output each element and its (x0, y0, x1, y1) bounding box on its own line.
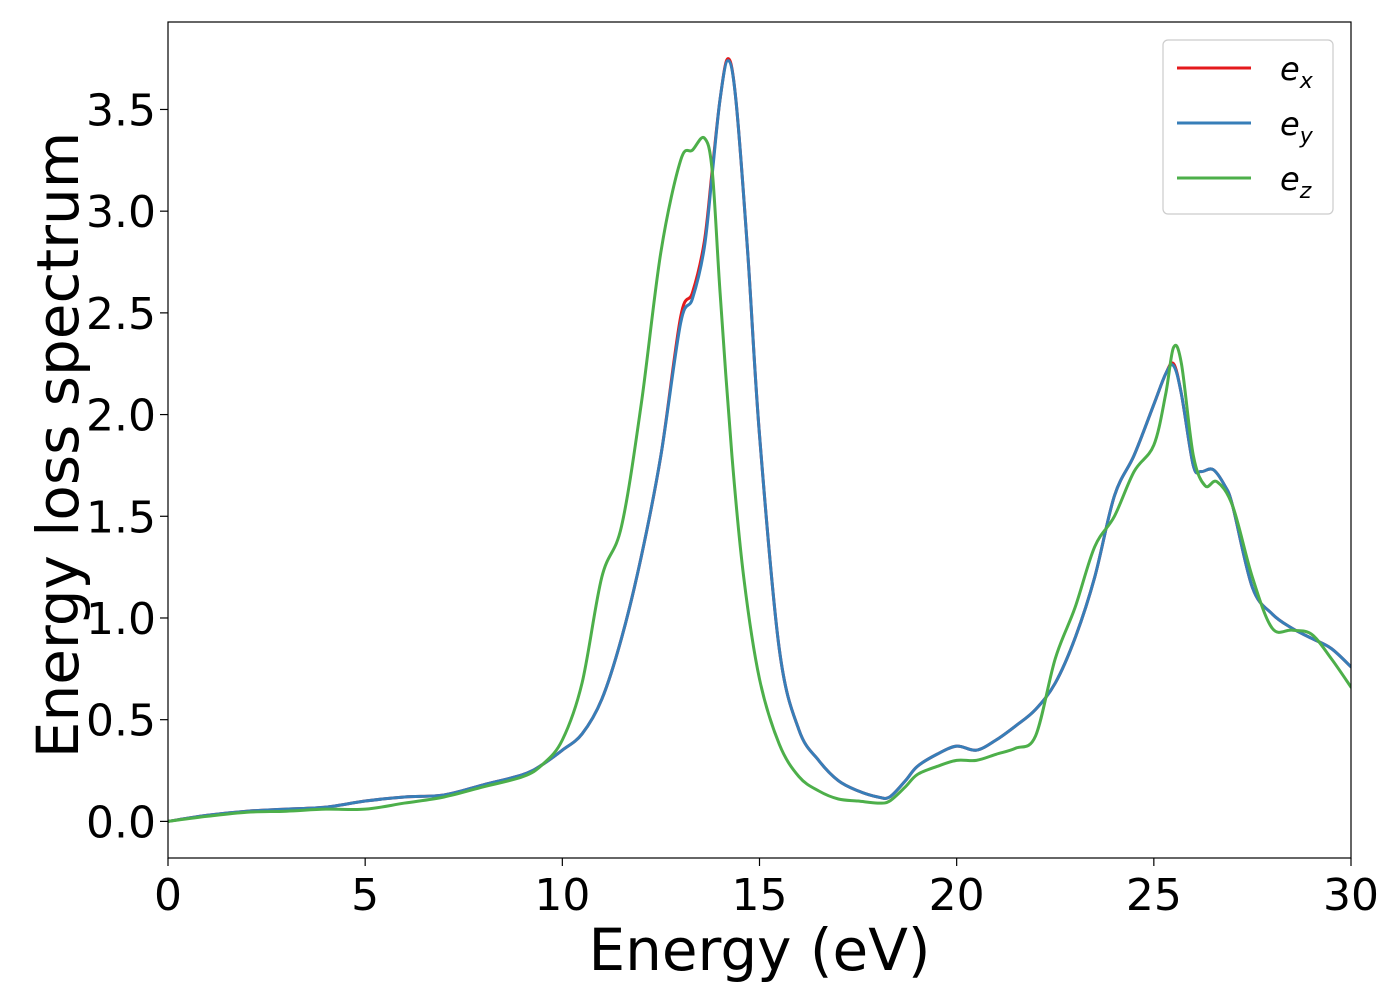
x-tick-label: 5 (351, 870, 379, 921)
x-tick-label: 20 (929, 870, 985, 921)
legend-label-z: ez (1280, 160, 1312, 204)
y-tick-label: 1.5 (86, 492, 156, 543)
y-tick-label: 2.0 (86, 391, 156, 442)
x-axis-label: Energy (eV) (588, 916, 930, 984)
series-line-y (168, 59, 1351, 823)
legend-box (1162, 39, 1334, 215)
x-tick-label: 15 (732, 870, 788, 921)
legend-label-y: ey (1280, 105, 1314, 149)
y-tick-label: 0.0 (86, 797, 156, 848)
y-tick-label: 2.5 (86, 289, 156, 340)
legend-label-x: ex (1280, 50, 1314, 94)
series-line-z (168, 135, 1351, 823)
y-tick-label: 3.0 (86, 187, 156, 238)
y-tick-label: 3.5 (86, 85, 156, 136)
y-axis-ticks: 0.0 0.5 1.0 1.5 2.0 2.5 3.0 3.5 (86, 85, 168, 848)
x-axis-ticks: 0 5 10 15 20 25 30 (154, 858, 1379, 921)
series-layer (168, 57, 1351, 823)
x-tick-label: 25 (1126, 870, 1182, 921)
x-tick-label: 0 (154, 870, 182, 921)
x-tick-label: 10 (534, 870, 590, 921)
y-axis-label: Energy loss spectrum (24, 132, 92, 758)
x-tick-label: 30 (1323, 870, 1379, 921)
y-tick-label: 1.0 (86, 594, 156, 645)
legend: ex ey ez (1162, 39, 1334, 215)
y-tick-label: 0.5 (86, 696, 156, 747)
